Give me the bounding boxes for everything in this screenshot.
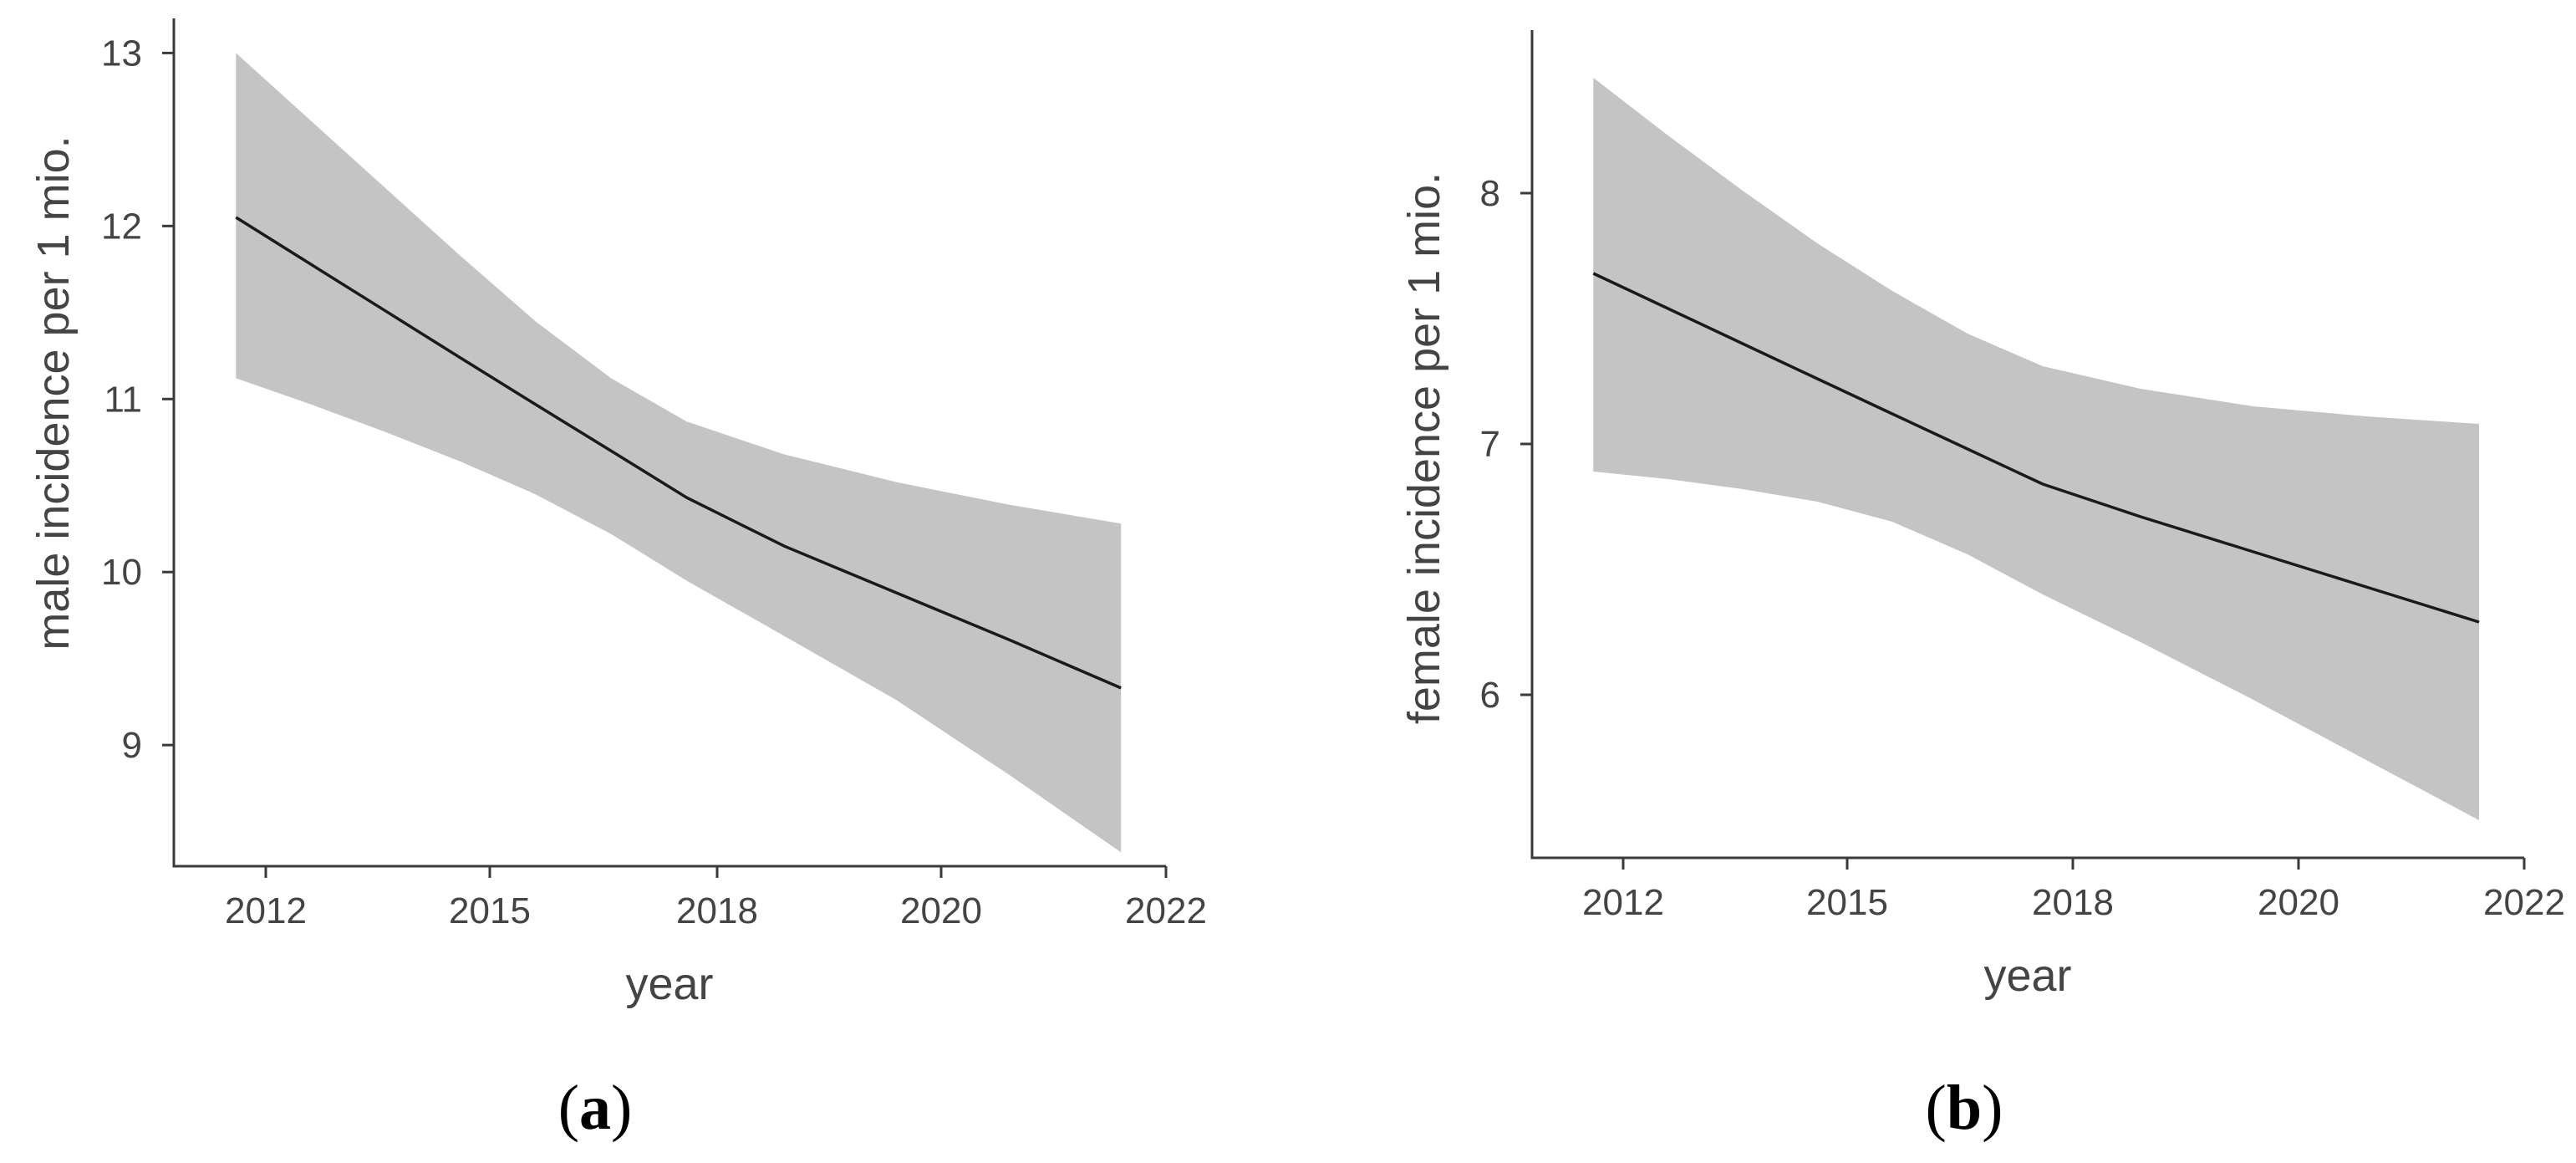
y-axis-title-a: male incidence per 1 mio. [28,135,79,650]
panel-label-a-close: ) [611,1073,632,1143]
y-tick-label-b-1: 7 [1480,424,1500,465]
x-tick-label-a-1: 2015 [449,890,531,931]
y-tick-label-a-1: 10 [101,552,142,593]
panel-label-b: (b) [1926,1073,2003,1143]
y-tick-label-b-0: 6 [1480,675,1500,716]
y-tick-label-a-3: 12 [101,206,142,247]
panel-label-b-close: ) [1982,1073,2003,1143]
trend-line-a [235,216,1122,690]
panel-label-b-letter: b [1947,1073,1982,1143]
y-tick-label-a-4: 13 [101,33,142,74]
x-tick-label-a-0: 2012 [225,890,307,931]
y-ticks-a: 9 10 11 12 13 [101,33,174,766]
x-tick-label-a-4: 2022 [1125,890,1207,931]
y-tick-label-b-2: 8 [1480,173,1500,214]
chart-panel-a: 9 10 11 12 13 2012 2015 2018 2020 2022 male inci… [28,18,1207,1143]
x-axis-title-b: year [1983,951,2071,1001]
y-tick-label-a-0: 9 [122,725,142,766]
band-group-b [1593,78,2479,820]
y-axis-title-b: female incidence per 1 mio. [1399,172,1449,724]
line-group-b [1592,272,2480,624]
x-ticks-a: 2012 2015 2018 2020 2022 [225,866,1207,931]
x-tick-label-b-2: 2018 [2032,882,2114,923]
axes-a [172,18,1166,868]
panel-label-a-letter: a [579,1073,611,1143]
line-group-a [235,216,1122,690]
trend-line-b [1592,272,2480,624]
x-tick-label-b-4: 2022 [2483,882,2565,923]
panel-label-a-open: ( [558,1073,579,1143]
band-group-a [236,53,1122,853]
y-ticks-b: 6 7 8 [1480,173,1532,716]
chart-panel-b: 6 7 8 2012 2015 2018 2020 2022 female incidenc… [1399,30,2565,1143]
x-tick-label-b-3: 2020 [2258,882,2339,923]
axes-b [1530,30,2524,859]
x-tick-label-b-1: 2015 [1806,882,1888,923]
confidence-band-a [236,53,1122,853]
x-tick-label-a-3: 2020 [900,890,982,931]
x-axis-title-a: year [625,959,713,1009]
x-ticks-b: 2012 2015 2018 2020 2022 [1582,858,2565,923]
panel-label-b-open: ( [1926,1073,1947,1143]
panel-label-a: (a) [558,1073,633,1143]
x-tick-label-a-2: 2018 [676,890,758,931]
x-tick-label-b-0: 2012 [1582,882,1664,923]
y-tick-label-a-2: 11 [104,379,142,420]
confidence-band-b [1593,78,2479,820]
